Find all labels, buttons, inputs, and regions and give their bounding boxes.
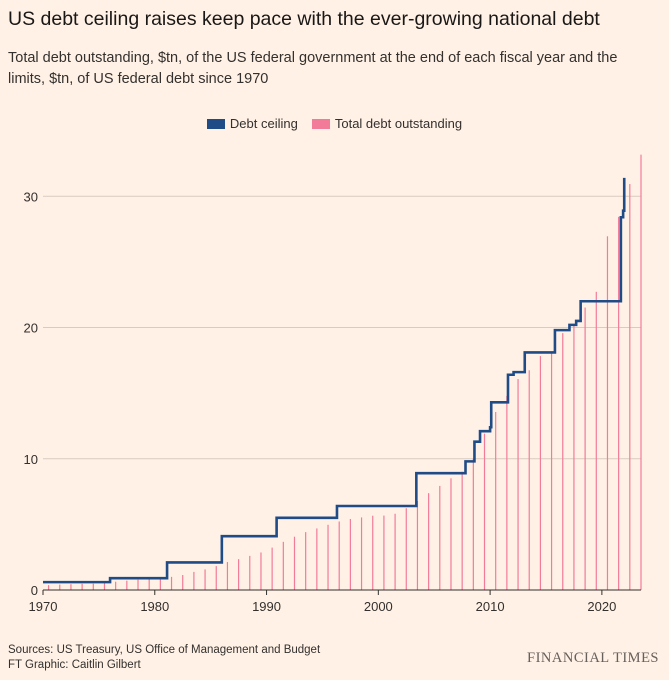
y-tick-label: 30 (24, 189, 38, 204)
x-tick-label: 2020 (587, 599, 616, 614)
debt-bar (204, 569, 206, 590)
debt-bar (215, 566, 217, 590)
legend-swatch-ceiling (206, 118, 225, 129)
debt-bar (293, 536, 296, 590)
debt-bar (528, 370, 530, 590)
debt-bar (260, 552, 262, 590)
debt-ceiling-line (43, 177, 626, 584)
debt-bar (338, 521, 340, 590)
debt-bar (159, 578, 161, 590)
debt-bar (126, 580, 128, 590)
x-tick-label: 1990 (252, 599, 281, 614)
debt-bar (472, 458, 474, 590)
debt-bar (182, 575, 184, 590)
debt-bar (450, 478, 452, 590)
debt-bar (193, 571, 195, 590)
debt-bar (618, 216, 620, 590)
debt-bar (461, 471, 463, 590)
debt-bar (550, 351, 553, 590)
y-tick-label: 10 (24, 452, 38, 467)
sources-note: Sources: US Treasury, US Office of Manag… (8, 643, 320, 673)
debt-bar (92, 583, 94, 590)
debt-bar (305, 532, 307, 590)
debt-bars (47, 154, 642, 591)
debt-bar (226, 562, 229, 590)
debt-bar (271, 547, 273, 590)
debt-bar (383, 515, 385, 590)
legend-swatch-debt (311, 118, 330, 129)
debt-bar (439, 485, 441, 590)
debt-bar (70, 584, 72, 590)
debt-bar (405, 508, 407, 590)
debt-bar (428, 493, 430, 590)
legend-label-ceiling: Debt ceiling (229, 116, 298, 131)
debt-bar (595, 291, 597, 590)
x-tick-label: 2000 (364, 599, 393, 614)
debt-bar (629, 184, 631, 590)
debt-bar (506, 395, 508, 590)
debt-bar (81, 583, 83, 590)
debt-chart: 0 10 20 30 1970 1980 1990 2000 2010 2020 (24, 154, 642, 614)
y-tick-label: 20 (24, 321, 38, 336)
x-tick-label: 1970 (29, 599, 58, 614)
chart-subtitle: Total debt outstanding, $tn, of the US f… (8, 50, 618, 87)
debt-bar (495, 412, 497, 590)
debt-bar (573, 324, 575, 590)
x-tick-label: 1980 (140, 599, 169, 614)
debt-bar (584, 307, 586, 590)
chart-title: US debt ceiling raises keep pace with th… (8, 8, 600, 30)
debt-bar (372, 515, 374, 590)
debt-bar (59, 584, 61, 590)
debt-bar (282, 541, 284, 590)
y-tick-label: 0 (31, 583, 38, 598)
debt-bar (539, 356, 542, 590)
debt-bar (349, 518, 351, 590)
debt-bar (148, 579, 150, 590)
debt-bar (238, 559, 240, 590)
debt-bar (483, 433, 486, 590)
debt-bar (115, 581, 117, 590)
debt-bar (249, 555, 251, 590)
debt-bar (47, 585, 50, 590)
x-tick-label: 2010 (476, 599, 505, 614)
debt-bar (394, 513, 396, 590)
debt-bar (316, 528, 318, 590)
chart-legend: Debt ceiling Total debt outstanding (0, 116, 669, 131)
debt-bar (640, 154, 642, 591)
debt-bar (103, 582, 106, 590)
ft-logo: FINANCIAL TIMES (527, 650, 659, 666)
legend-item-debt: Total debt outstanding (311, 116, 463, 131)
debt-bar (170, 576, 173, 590)
debt-bar (517, 379, 519, 590)
debt-bar (416, 501, 419, 590)
debt-bar (137, 579, 139, 590)
legend-label-debt: Total debt outstanding (334, 116, 463, 131)
legend-item-ceiling: Debt ceiling (206, 116, 298, 131)
debt-bar (327, 524, 329, 590)
graphic-credit: FT Graphic: Caitlin Gilbert (8, 659, 141, 671)
sources-line: Sources: US Treasury, US Office of Manag… (8, 644, 321, 656)
debt-bar (562, 333, 564, 590)
debt-bar (606, 236, 609, 590)
debt-bar (360, 517, 363, 590)
